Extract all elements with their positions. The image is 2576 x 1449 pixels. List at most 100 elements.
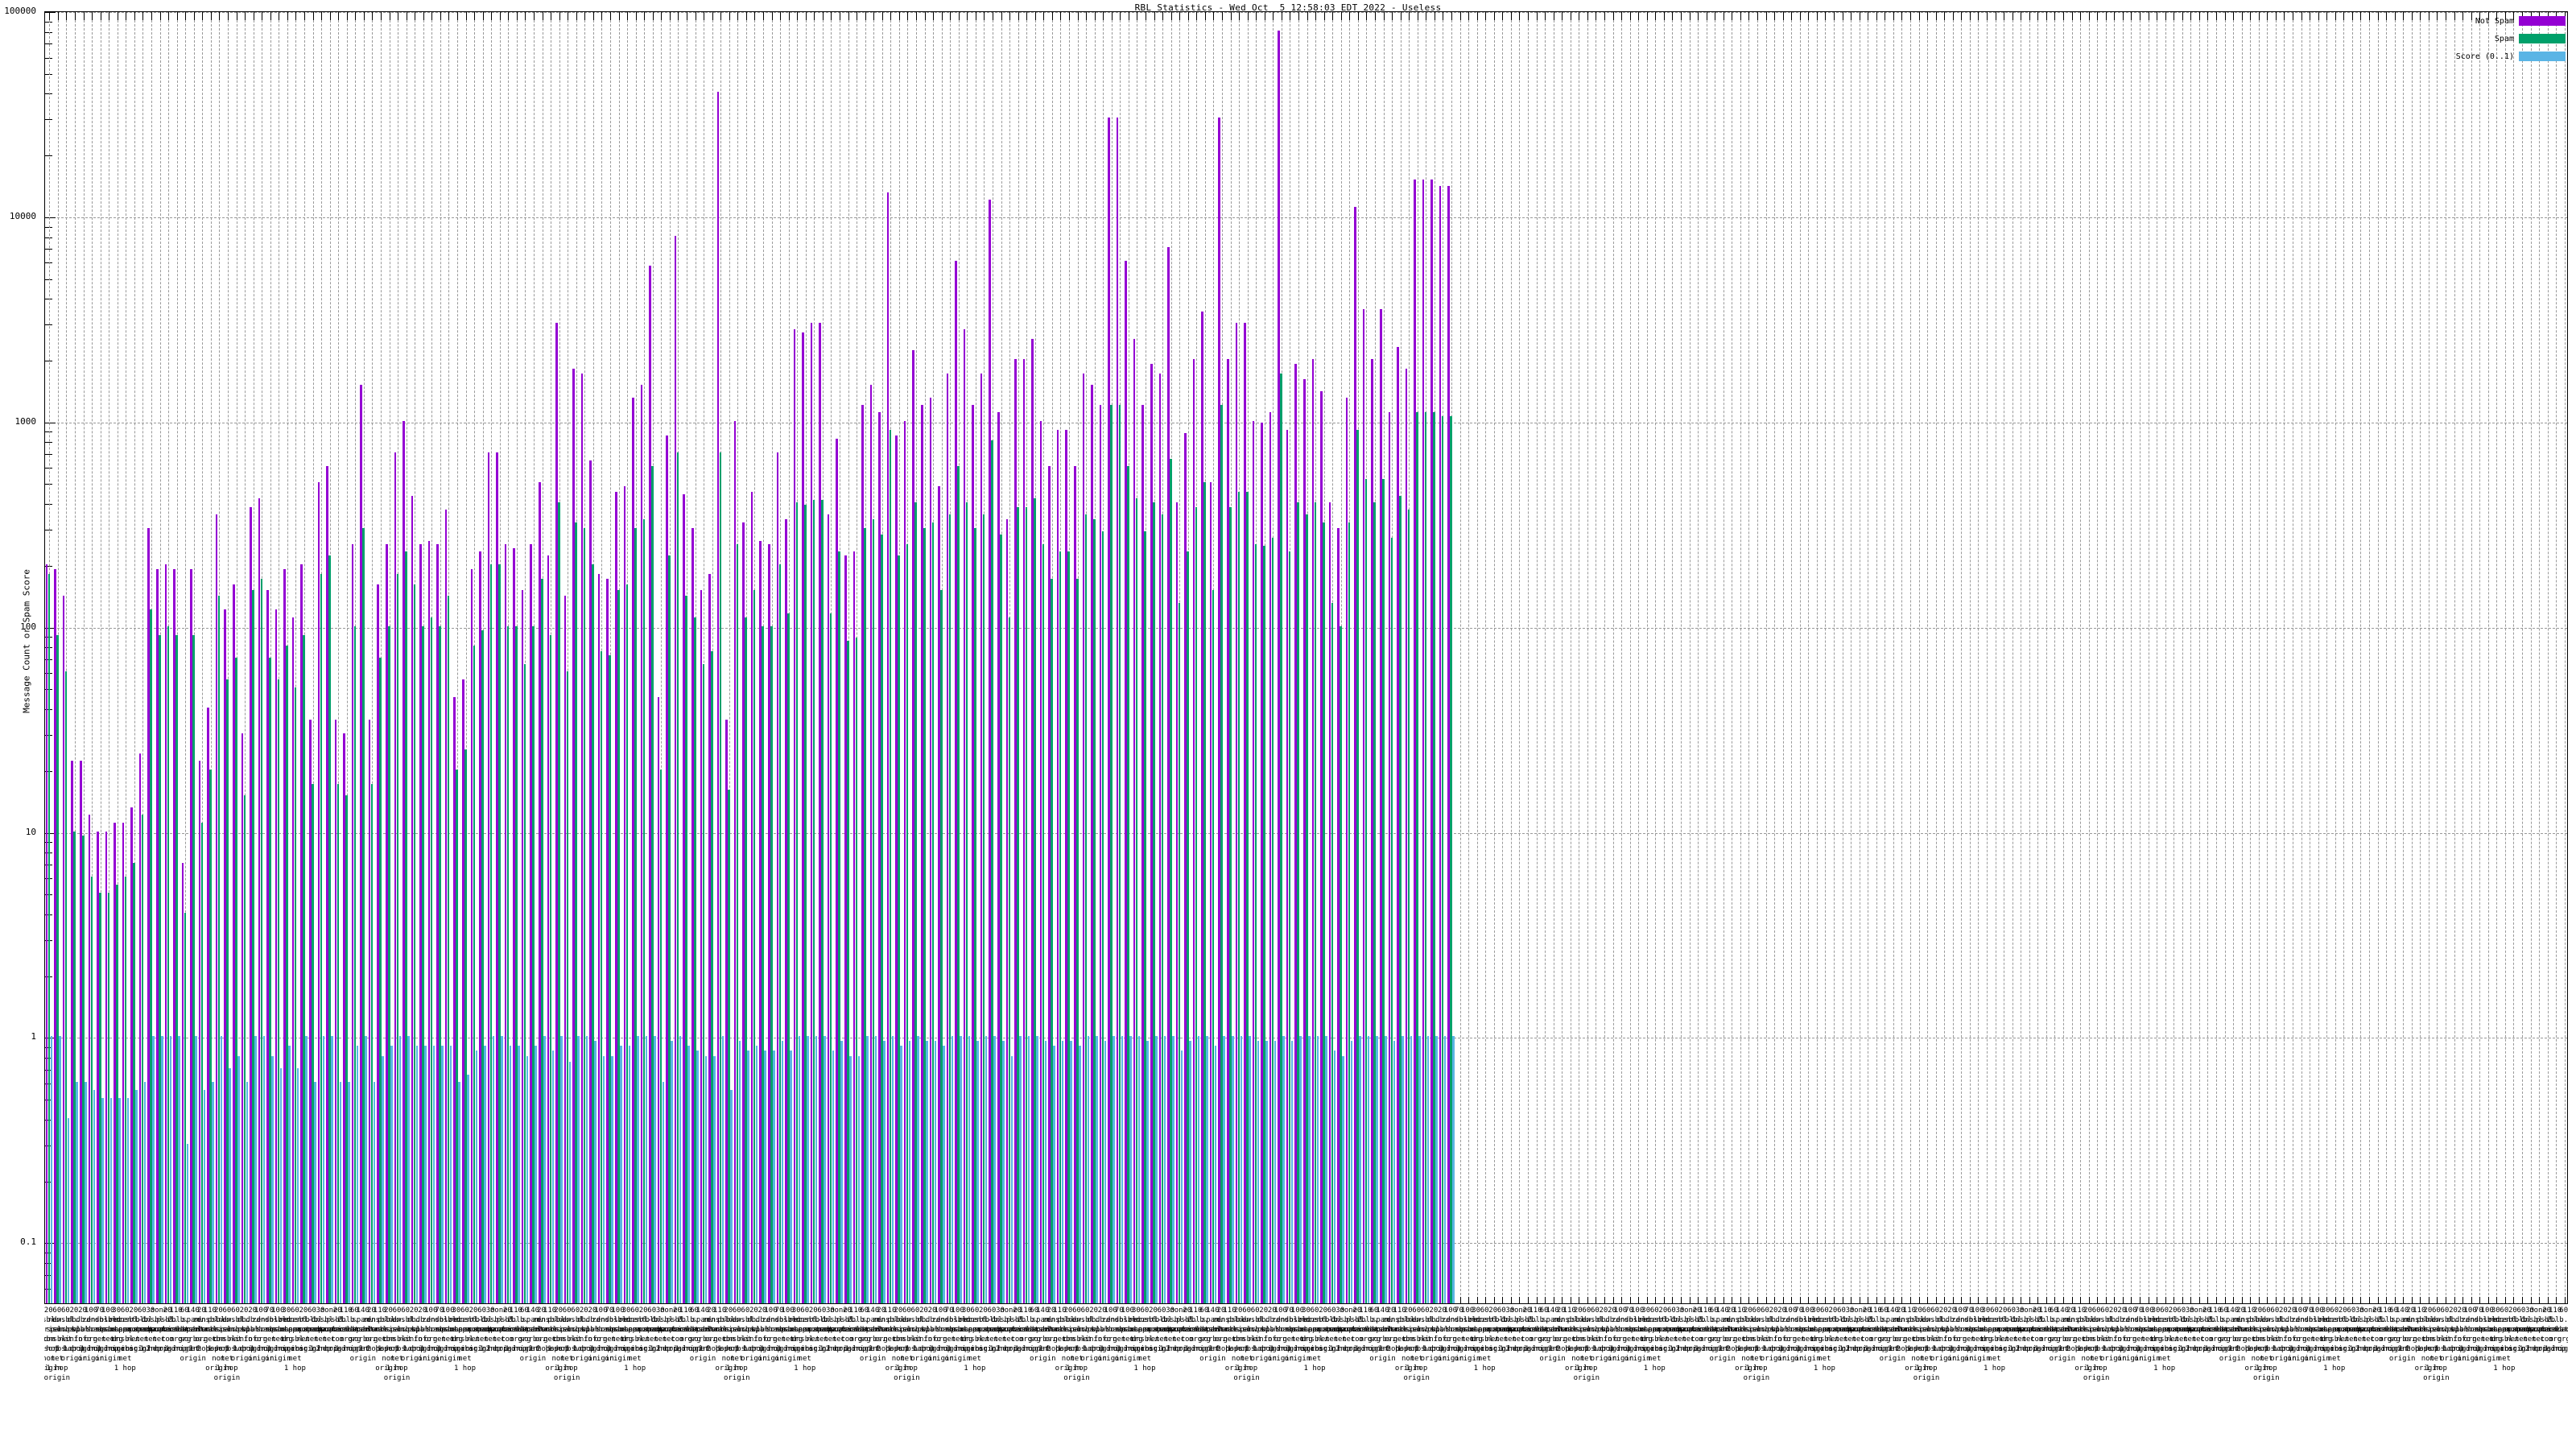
x-label-segment: origin	[800, 1345, 827, 1353]
vertical-gridline	[1817, 12, 1818, 1303]
x-label-segment: dnsbl.	[774, 1316, 801, 1324]
x-label-segment: 1 hop	[1753, 1345, 1777, 1353]
vertical-gridline	[2539, 12, 2540, 1303]
legend-swatch-spam	[2519, 34, 2566, 43]
bar-score	[229, 1067, 231, 1303]
bar-spam	[575, 522, 577, 1303]
x-label-count: 20	[366, 1307, 376, 1315]
x-label-segment: origin	[1760, 1355, 1787, 1363]
x-tick-label: 60 bl. spamcop. net origin	[592, 1306, 712, 1354]
x-label-segment: db.	[747, 1316, 761, 1324]
x-label-segment: org	[84, 1335, 98, 1344]
bar-score	[432, 1046, 436, 1303]
bar-score	[637, 1036, 639, 1303]
bar-score	[645, 1036, 648, 1303]
x-tick-mark	[2479, 12, 2480, 20]
x-label-segment: info	[575, 1335, 593, 1344]
bar-not-spam	[836, 438, 838, 1303]
x-label-segment: origin	[239, 1345, 266, 1353]
bar-spam	[413, 584, 416, 1303]
bar-not-spam	[105, 831, 108, 1303]
bar-spam	[889, 430, 892, 1303]
legend-entry-score: Score (0..1)	[2405, 49, 2566, 64]
x-tick-label: 20 zen. spamhaus. org 2 hops	[821, 1306, 942, 1354]
x-label-segment: b.	[1030, 1316, 1039, 1324]
x-label-segment: zen.	[931, 1316, 950, 1324]
x-label-segment: wpbl.	[2272, 1326, 2294, 1334]
x-tick-mark	[1851, 12, 1852, 20]
x-tick-mark	[1231, 1297, 1232, 1303]
x-label-count: none	[1849, 1307, 1868, 1315]
x-label-count: 110	[1868, 1307, 1882, 1315]
x-label-segment: origin	[1513, 1345, 1541, 1353]
x-label-segment: surriel.	[540, 1326, 576, 1334]
bar-not-spam	[819, 323, 821, 1303]
x-label-segment: abuseat.	[1858, 1326, 1893, 1334]
bar-not-spam	[903, 420, 906, 1303]
x-tick-mark	[1519, 12, 1520, 20]
x-label-count: 60	[647, 1307, 657, 1315]
bar-score	[781, 1041, 784, 1303]
x-label-segment: bl.	[1333, 1316, 1347, 1324]
bar-spam	[456, 769, 458, 1303]
x-tick-label: 100 zen. spamhaus. org 1 hop origin	[1900, 1306, 2021, 1364]
x-label-segment: 1 hop	[2119, 1345, 2141, 1353]
bar-spam	[1051, 578, 1053, 1303]
x-tick-mark	[2378, 12, 2379, 20]
x-tick-label: 110 dnsbl. sorbs. net 2 hops	[150, 1306, 270, 1354]
x-label-segment: sorbs.	[2049, 1335, 2076, 1344]
x-label-count: none	[320, 1307, 338, 1315]
bar-not-spam	[564, 596, 567, 1303]
bar-spam	[676, 452, 679, 1303]
bar-score	[212, 1081, 214, 1303]
legend-label-spam: Spam	[2494, 34, 2514, 43]
x-tick-mark	[1154, 1297, 1155, 1303]
legend-label-not-spam: Not Spam	[2475, 16, 2514, 26]
x-label-count: 60	[2177, 1307, 2186, 1315]
x-label-segment: sorbs.	[1131, 1345, 1158, 1353]
x-tick-mark	[2412, 1297, 2413, 1303]
x-label-segment: 2 hops	[366, 1345, 394, 1353]
x-label-segment: spam.	[2153, 1326, 2176, 1334]
bar-not-spam	[1184, 433, 1187, 1303]
bar-spam	[847, 640, 849, 1303]
x-label-segment: net	[1478, 1355, 1492, 1363]
x-label-segment: net	[1240, 1355, 1253, 1363]
x-label-segment: 2 hops	[2066, 1345, 2093, 1353]
x-label-segment: net	[186, 1345, 200, 1353]
x-label-segment: 2 hops	[485, 1345, 512, 1353]
x-label-count: 20	[579, 1307, 588, 1315]
x-tick-mark	[2505, 12, 2506, 20]
x-tick-label: 20 zen. spamhaus. org 2 hops	[2351, 1306, 2471, 1354]
x-label-segment: 1 hop	[2459, 1345, 2482, 1353]
x-label-count: 70	[2134, 1307, 2144, 1315]
x-label-segment: org	[594, 1335, 608, 1344]
x-label-segment: sorbs.	[1471, 1345, 1498, 1353]
x-label-segment: abuseat.	[2368, 1326, 2403, 1334]
x-label-segment: uceprotect.	[304, 1326, 353, 1334]
x-label-segment: net	[50, 1355, 64, 1363]
bar-not-spam	[487, 452, 490, 1303]
x-tick-label: 70 dnsbl. sorbs. net origin	[1228, 1306, 1349, 1354]
x-tick-mark	[2420, 12, 2421, 20]
x-tick-label: 100 zen. spamhaus. org 1 hop origin	[1560, 1306, 1681, 1364]
x-label-segment: net	[296, 1335, 311, 1344]
x-tick-mark	[2063, 1297, 2064, 1303]
x-label-segment: dnsbl-2.	[2520, 1316, 2556, 1324]
x-label-segment: uceprotect.	[2174, 1326, 2223, 1334]
x-tick-label: 20 psbl. surriel. com origin	[107, 1306, 228, 1354]
bar-spam	[481, 630, 484, 1303]
x-label-count: none	[489, 1307, 508, 1315]
x-label-segment: bl.	[475, 1316, 489, 1324]
bar-score	[993, 1036, 996, 1303]
x-label-segment: abuseat.	[1348, 1326, 1384, 1334]
x-label-segment: dnsbl.	[961, 1335, 989, 1344]
x-tick-label: 60 recent. spam. dnsbl. sorbs. net 1 hop	[405, 1306, 526, 1373]
x-label-segment: 1 hop	[1864, 1345, 1887, 1353]
x-label-count: 20	[2083, 1307, 2093, 1315]
x-tick-mark	[338, 12, 339, 20]
bar-score	[331, 1036, 333, 1303]
x-label-segment: org	[279, 1335, 293, 1344]
